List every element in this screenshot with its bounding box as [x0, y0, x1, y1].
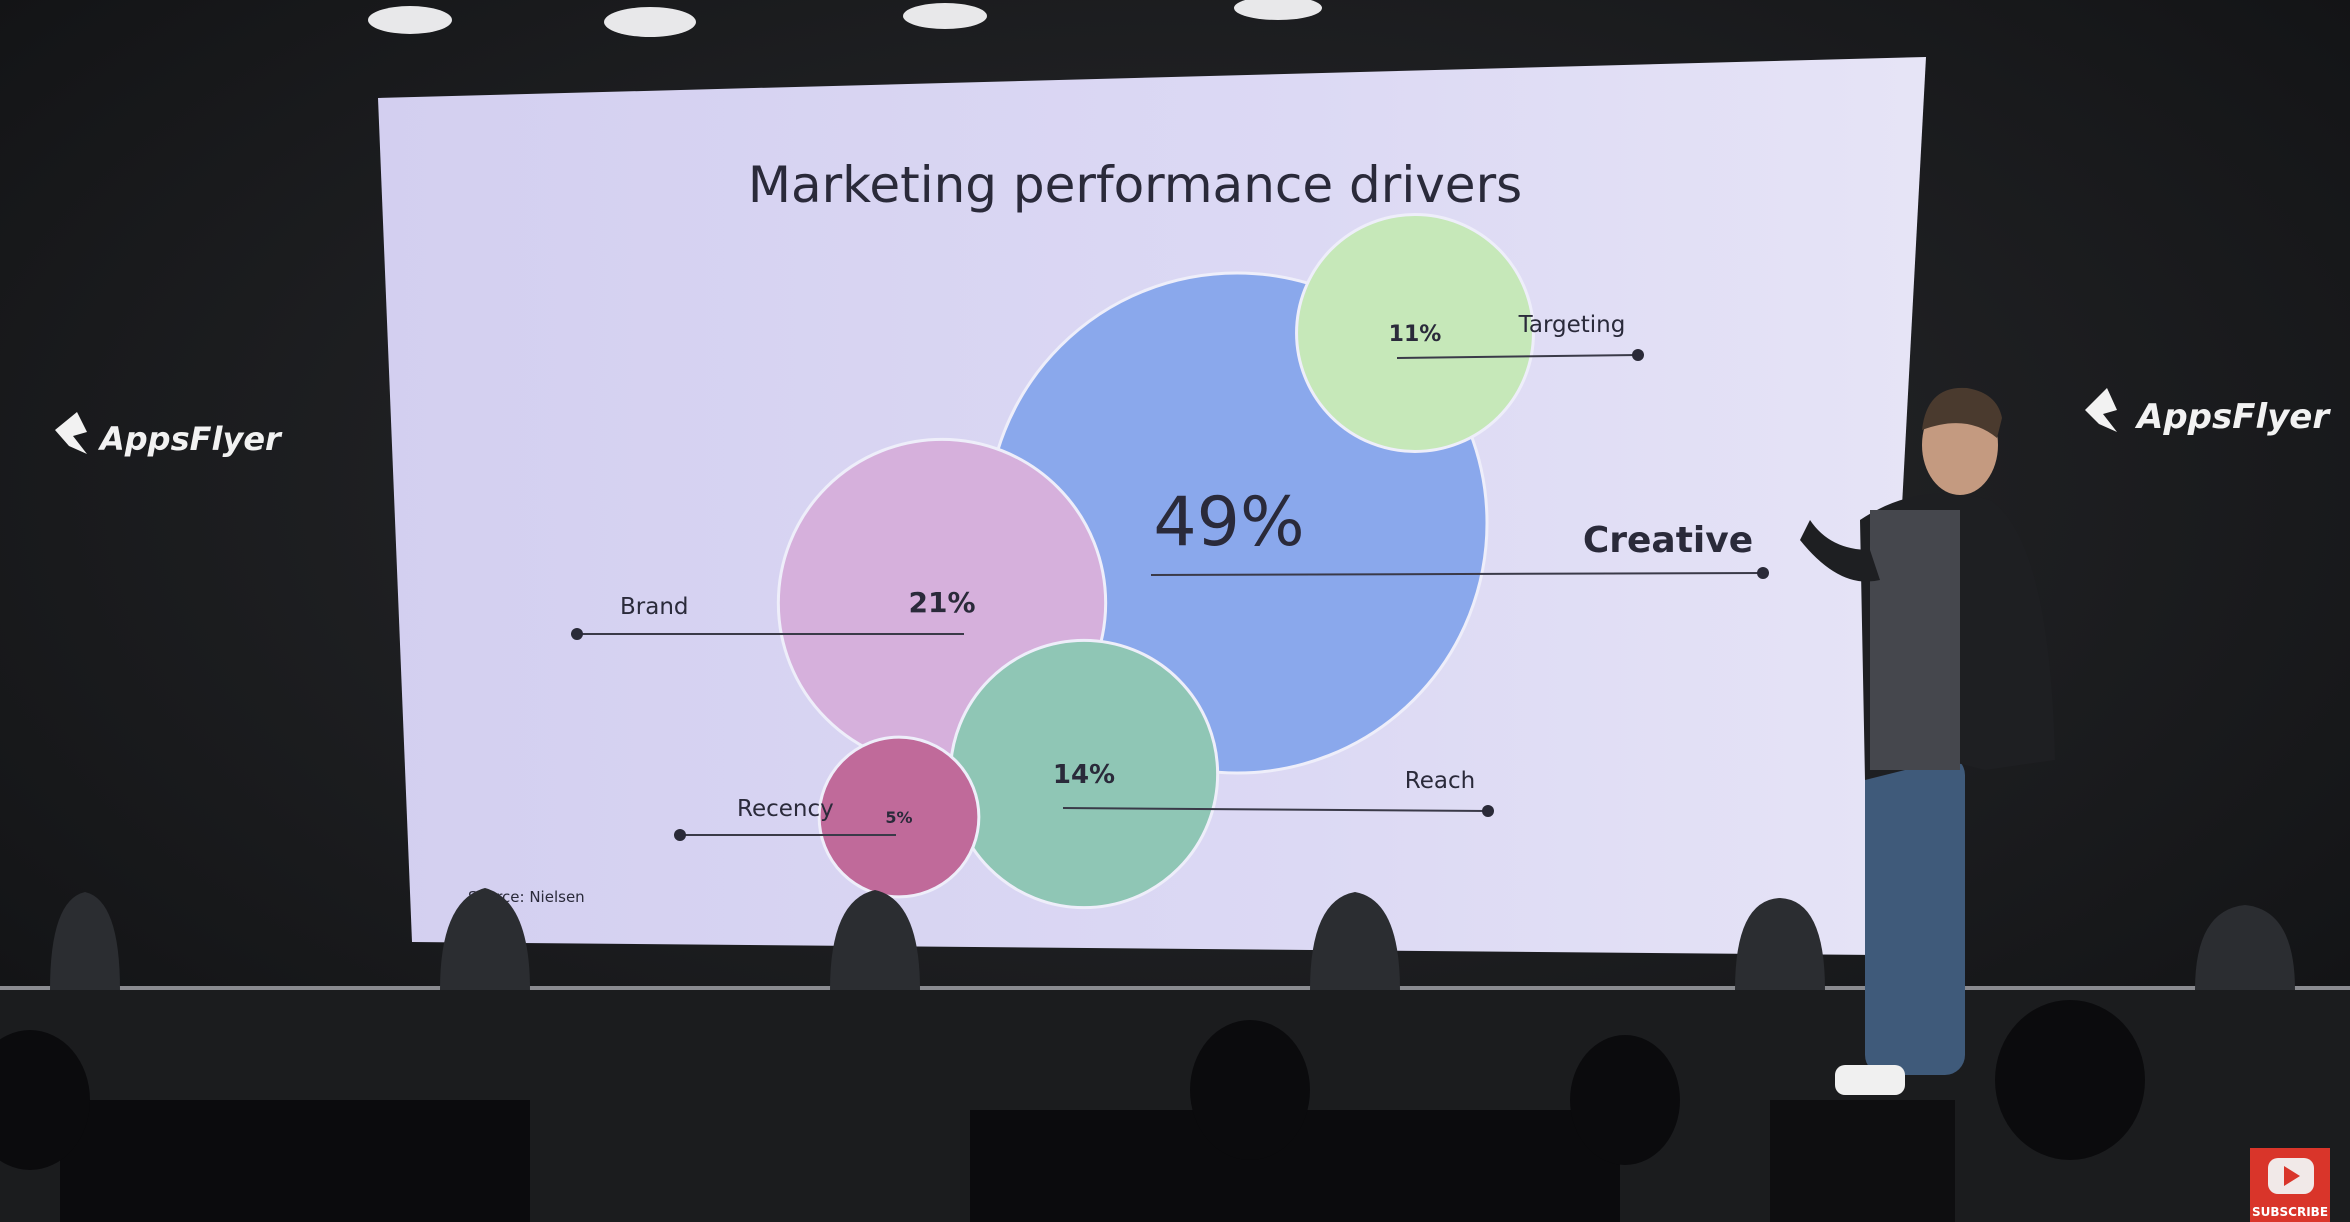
leader-dot-creative	[1757, 567, 1769, 579]
value-label-targeting: 11%	[1389, 322, 1442, 347]
series-label-reach: Reach	[1405, 768, 1475, 794]
appsflyer-logo-left: AppsFlyer	[55, 412, 283, 458]
subscribe-button[interactable]: SUBSCRIBE	[2250, 1148, 2330, 1222]
bubble-recency	[817, 735, 981, 899]
leader-line-reach	[1062, 807, 1489, 812]
series-label-creative: Creative	[1583, 520, 1753, 561]
series-label-brand: Brand	[620, 594, 689, 620]
subscribe-label: SUBSCRIBE	[2252, 1205, 2328, 1219]
svg-text:AppsFlyer: AppsFlyer	[2134, 397, 2331, 437]
value-label-creative: 49%	[1153, 483, 1304, 562]
series-label-recency: Recency	[737, 796, 834, 822]
value-label-recency: 5%	[885, 808, 912, 827]
leader-line-creative	[1150, 572, 1764, 576]
presenter	[1770, 387, 2055, 1222]
series-label-targeting: Targeting	[1518, 312, 1626, 338]
bubble-targeting	[1295, 213, 1535, 453]
leader-dot-brand	[571, 628, 583, 640]
value-label-reach: 14%	[1053, 760, 1115, 790]
leader-dot-targeting	[1632, 349, 1644, 361]
leader-dot-recency	[674, 829, 686, 841]
leader-dot-reach	[1482, 805, 1494, 817]
appsflyer-logo-right: AppsFlyer	[2085, 388, 2331, 437]
svg-text:AppsFlyer: AppsFlyer	[97, 420, 283, 458]
ceiling-lights	[368, 0, 1322, 37]
value-label-brand: 21%	[908, 586, 975, 619]
bubble-chart: Marketing performance drivers Source: Ni…	[468, 156, 1769, 910]
leader-line-targeting	[1396, 354, 1639, 359]
chart-title: Marketing performance drivers	[748, 156, 1522, 214]
audience	[0, 1000, 2145, 1222]
stage-lights	[50, 888, 2295, 990]
